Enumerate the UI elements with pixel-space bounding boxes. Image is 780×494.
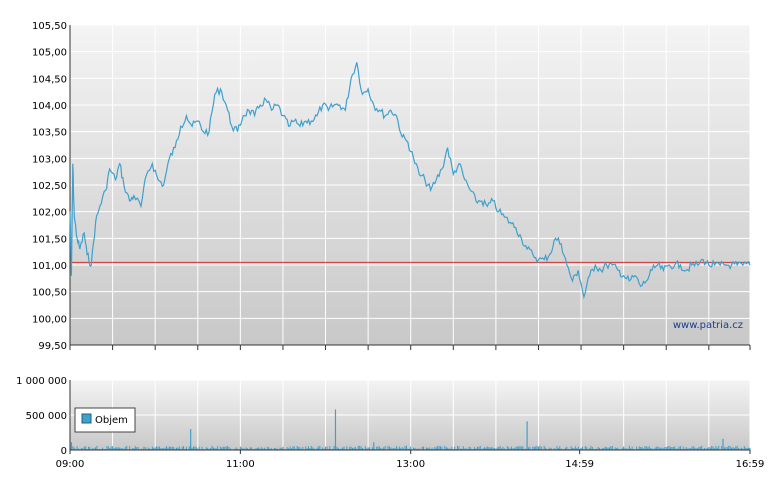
volume-x-tick-label: 11:00 bbox=[226, 459, 255, 470]
price-y-tick-label: 105,50 bbox=[32, 21, 67, 32]
price-y-tick-label: 103,50 bbox=[32, 128, 67, 139]
price-y-tick-label: 105,00 bbox=[32, 48, 67, 59]
volume-panel: 0 500 000 1 000 000 09:00 11:00 13:00 14:59 16:… bbox=[16, 376, 764, 470]
volume-x-tick-label: 16:59 bbox=[736, 459, 765, 470]
price-y-tick-label: 100,50 bbox=[32, 288, 67, 299]
price-y-tick-label: 102,50 bbox=[32, 181, 67, 192]
price-y-tick-label: 103,00 bbox=[32, 154, 67, 165]
volume-x-tick-label: 14:59 bbox=[565, 459, 594, 470]
price-y-tick-label: 101,50 bbox=[32, 234, 67, 245]
price-y-tick-label: 100,00 bbox=[32, 314, 67, 325]
volume-x-tick-label: 13:00 bbox=[396, 459, 425, 470]
legend-swatch bbox=[81, 413, 92, 424]
price-series-line bbox=[69, 62, 751, 300]
volume-x-tick-label: 09:00 bbox=[56, 459, 85, 470]
price-y-tick-label: 101,00 bbox=[32, 261, 67, 272]
watermark-text[interactable]: www.patria.cz bbox=[673, 320, 743, 331]
price-panel: 99,50 100,00 100,50 101,00 101,50 102,00 102,5… bbox=[32, 21, 751, 352]
volume-legend: Objem bbox=[74, 407, 136, 433]
price-y-tick-label: 102,00 bbox=[32, 208, 67, 219]
price-y-tick-label: 104,50 bbox=[32, 74, 67, 85]
volume-y-tick-label: 0 bbox=[61, 446, 67, 457]
price-y-tick-label: 104,00 bbox=[32, 101, 67, 112]
volume-y-tick-label: 1 000 000 bbox=[16, 376, 67, 387]
volume-y-tick-label: 500 000 bbox=[26, 411, 67, 422]
price-y-tick-label: 99,50 bbox=[38, 341, 67, 352]
legend-label: Objem bbox=[95, 415, 128, 426]
